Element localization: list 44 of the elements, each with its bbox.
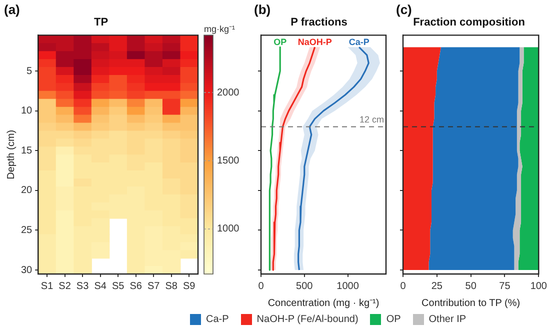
color-bar-title: mg·kg⁻¹ [204,24,236,34]
y-tick-label: 15 [21,145,33,156]
x-tick-label: 50 [465,280,477,292]
legend-label: NaOH-P (Fe/Al-bound) [256,314,358,325]
x-tick-label: S7 [147,280,160,292]
x-tick-label: 75 [499,280,511,292]
series-label: NaOH-P [298,37,332,48]
legend-label: Ca-P [206,314,229,325]
x-tick-label: S4 [94,280,107,292]
chart-title: P fractions [290,16,348,29]
x-tick-label: S1 [40,280,54,292]
x-tick-label: 500 [296,280,314,292]
x-tick-label: 25 [431,280,443,292]
text: (b) [254,2,271,18]
text: (a) [4,2,20,18]
y-tick-label: 5 [26,66,33,77]
x-tick-label: 0 [258,280,264,292]
chart-title: Fraction composition [413,16,526,29]
x-tick-label: S6 [130,280,142,292]
color-bar-label: 1500 [217,155,240,166]
x-tick-label: S9 [183,280,196,292]
y-tick-label: 20 [21,185,33,196]
ref-line-label: 12 cm [359,114,384,125]
y-tick-label: 30 [21,264,33,276]
y-tick-label: 10 [21,106,33,117]
color-bar-label: 1000 [217,224,240,235]
x-tick-label: S5 [112,280,125,292]
text: (c) [396,2,412,18]
x-axis-title: Concentration (mg · kg⁻¹) [268,298,380,309]
legend-label: Other IP [428,314,466,325]
x-tick-label: 100 [530,280,548,292]
series-label: OP [274,37,287,48]
color-bar-label: 2000 [217,87,240,98]
series-label: Ca-P [348,37,370,48]
y-axis-title: Depth (cm) [6,130,17,180]
x-axis-title: Contribution to TP (%) [422,298,520,309]
x-tick-label: 1000 [336,280,360,292]
y-tick-label: 25 [21,224,33,236]
chart-title: TP [94,16,108,29]
x-tick-label: S8 [165,280,178,292]
x-tick-label: 0 [400,280,406,292]
x-tick-label: S2 [58,280,72,292]
legend-label: OP [386,314,401,325]
x-tick-label: S3 [76,280,90,292]
